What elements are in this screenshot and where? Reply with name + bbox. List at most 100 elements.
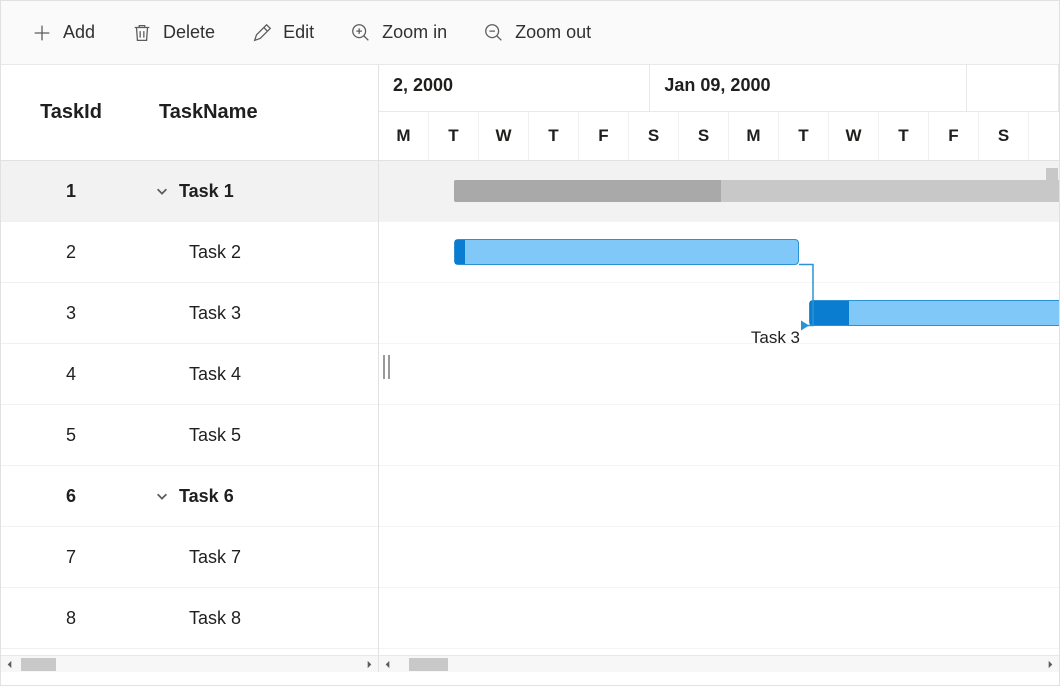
gantt-task-bar[interactable]	[454, 239, 799, 265]
cell-taskid: 1	[1, 181, 141, 202]
cell-taskname: Task 7	[141, 547, 378, 568]
timeline-day-label: T	[529, 112, 579, 160]
zoom-in-button[interactable]: Zoom in	[336, 14, 461, 52]
cell-taskname: Task 5	[141, 425, 378, 446]
grid-scroll-thumb[interactable]	[21, 658, 55, 671]
cell-taskname: Task 3	[141, 303, 378, 324]
timeline-day-label: F	[579, 112, 629, 160]
grid-horizontal-scrollbar[interactable]	[1, 655, 379, 672]
task-name-label: Task 5	[189, 425, 241, 446]
timeline-row[interactable]	[379, 466, 1059, 527]
task-name-label: Task 4	[189, 364, 241, 385]
edit-button[interactable]: Edit	[237, 14, 328, 52]
pencil-icon	[251, 22, 273, 44]
timeline-day-label: W	[829, 112, 879, 160]
timeline-week-row: 2, 2000Jan 09, 2000	[379, 65, 1059, 112]
timeline-row[interactable]	[379, 344, 1059, 405]
timeline-row[interactable]	[379, 588, 1059, 649]
table-row[interactable]: 4 Task 4	[1, 344, 378, 405]
table-row[interactable]: 2 Task 2	[1, 222, 378, 283]
delete-label: Delete	[163, 22, 215, 43]
add-button[interactable]: Add	[17, 14, 109, 52]
main-split: TaskId TaskName 1 Task 1 2 Task 2 3 Task 3 4 Ta…	[1, 65, 1059, 655]
delete-button[interactable]: Delete	[117, 14, 229, 52]
timeline-header: 2, 2000Jan 09, 2000 MTWTFSSMTWTFS	[379, 65, 1059, 161]
scroll-left-icon[interactable]	[1, 656, 18, 673]
bar-resize-grip[interactable]	[455, 240, 461, 264]
timeline-day-label: M	[729, 112, 779, 160]
timeline-day-label: T	[779, 112, 829, 160]
vertical-scrollbar-thumb[interactable]	[1046, 168, 1058, 192]
cell-taskname: Task 4	[141, 364, 378, 385]
scroll-left-icon[interactable]	[379, 656, 396, 673]
task-name-label: Task 3	[189, 303, 241, 324]
column-header-taskid[interactable]: TaskId	[1, 101, 141, 124]
trash-icon	[131, 22, 153, 44]
timeline-day-label: S	[679, 112, 729, 160]
timeline-day-label: T	[429, 112, 479, 160]
cell-taskname: Task 8	[141, 608, 378, 629]
table-row[interactable]: 6 Task 6	[1, 466, 378, 527]
toolbar: Add Delete Edit Zoom in Zoom out	[1, 1, 1059, 65]
cell-taskid: 7	[1, 547, 141, 568]
table-row[interactable]: 1 Task 1	[1, 161, 378, 222]
cell-taskid: 6	[1, 486, 141, 507]
timeline-row[interactable]	[379, 405, 1059, 466]
task-grid-panel: TaskId TaskName 1 Task 1 2 Task 2 3 Task 3 4 Ta…	[1, 65, 379, 655]
scroll-right-icon[interactable]	[1042, 656, 1059, 673]
chevron-down-icon[interactable]	[153, 182, 171, 200]
plus-icon	[31, 22, 53, 44]
task-name-label: Task 2	[189, 242, 241, 263]
timeline-row[interactable]	[379, 161, 1059, 222]
timeline-day-label: T	[879, 112, 929, 160]
cell-taskname: Task 1	[141, 181, 378, 202]
task-name-label: Task 1	[179, 181, 234, 202]
timeline-day-label: S	[629, 112, 679, 160]
timeline-day-label: W	[479, 112, 529, 160]
timeline-panel: 2, 2000Jan 09, 2000 MTWTFSSMTWTFS Task 3	[379, 65, 1059, 655]
timeline-week-label	[967, 65, 1060, 111]
timeline-week-label: 2, 2000	[379, 65, 650, 111]
gantt-task-bar[interactable]: Task 3	[809, 300, 1059, 326]
cell-taskid: 2	[1, 242, 141, 263]
zoom-out-button[interactable]: Zoom out	[469, 14, 605, 52]
zoom-in-icon	[350, 22, 372, 44]
timeline-body: Task 3	[379, 161, 1059, 655]
cell-taskid: 5	[1, 425, 141, 446]
chevron-down-icon[interactable]	[153, 487, 171, 505]
edit-label: Edit	[283, 22, 314, 43]
horizontal-scrollbars	[1, 655, 1059, 672]
cell-taskname: Task 6	[141, 486, 378, 507]
scroll-right-icon[interactable]	[361, 656, 378, 673]
column-splitter[interactable]	[383, 355, 397, 379]
cell-taskid: 3	[1, 303, 141, 324]
timeline-week-label: Jan 09, 2000	[650, 65, 966, 111]
timeline-day-row: MTWTFSSMTWTFS	[379, 112, 1059, 160]
timeline-row[interactable]	[379, 222, 1059, 283]
gantt-progress	[454, 180, 721, 202]
zoom-in-label: Zoom in	[382, 22, 447, 43]
gantt-progress	[810, 301, 849, 325]
chart-horizontal-scrollbar[interactable]	[379, 655, 1059, 672]
task-name-label: Task 6	[179, 486, 234, 507]
grid-body: 1 Task 1 2 Task 2 3 Task 3 4 Task 4 5 Task 5 6 Task…	[1, 161, 378, 655]
timeline-row[interactable]	[379, 527, 1059, 588]
table-row[interactable]: 8Task 8	[1, 588, 378, 649]
table-row[interactable]: 5 Task 5	[1, 405, 378, 466]
column-header-taskname[interactable]: TaskName	[141, 101, 378, 124]
grid-header: TaskId TaskName	[1, 65, 378, 161]
add-label: Add	[63, 22, 95, 43]
chart-scroll-thumb[interactable]	[409, 658, 448, 671]
table-row[interactable]: 3 Task 3	[1, 283, 378, 344]
timeline-day-label: F	[929, 112, 979, 160]
cell-taskid: 4	[1, 364, 141, 385]
table-row[interactable]: 7 Task 7	[1, 527, 378, 588]
timeline-day-label: S	[979, 112, 1029, 160]
cell-taskname: Task 2	[141, 242, 378, 263]
zoom-out-icon	[483, 22, 505, 44]
timeline-row[interactable]: Task 3	[379, 283, 1059, 344]
task-name-label: Task 7	[189, 547, 241, 568]
zoom-out-label: Zoom out	[515, 22, 591, 43]
cell-taskid: 8	[1, 608, 141, 629]
gantt-parent-bar[interactable]	[454, 180, 1059, 202]
